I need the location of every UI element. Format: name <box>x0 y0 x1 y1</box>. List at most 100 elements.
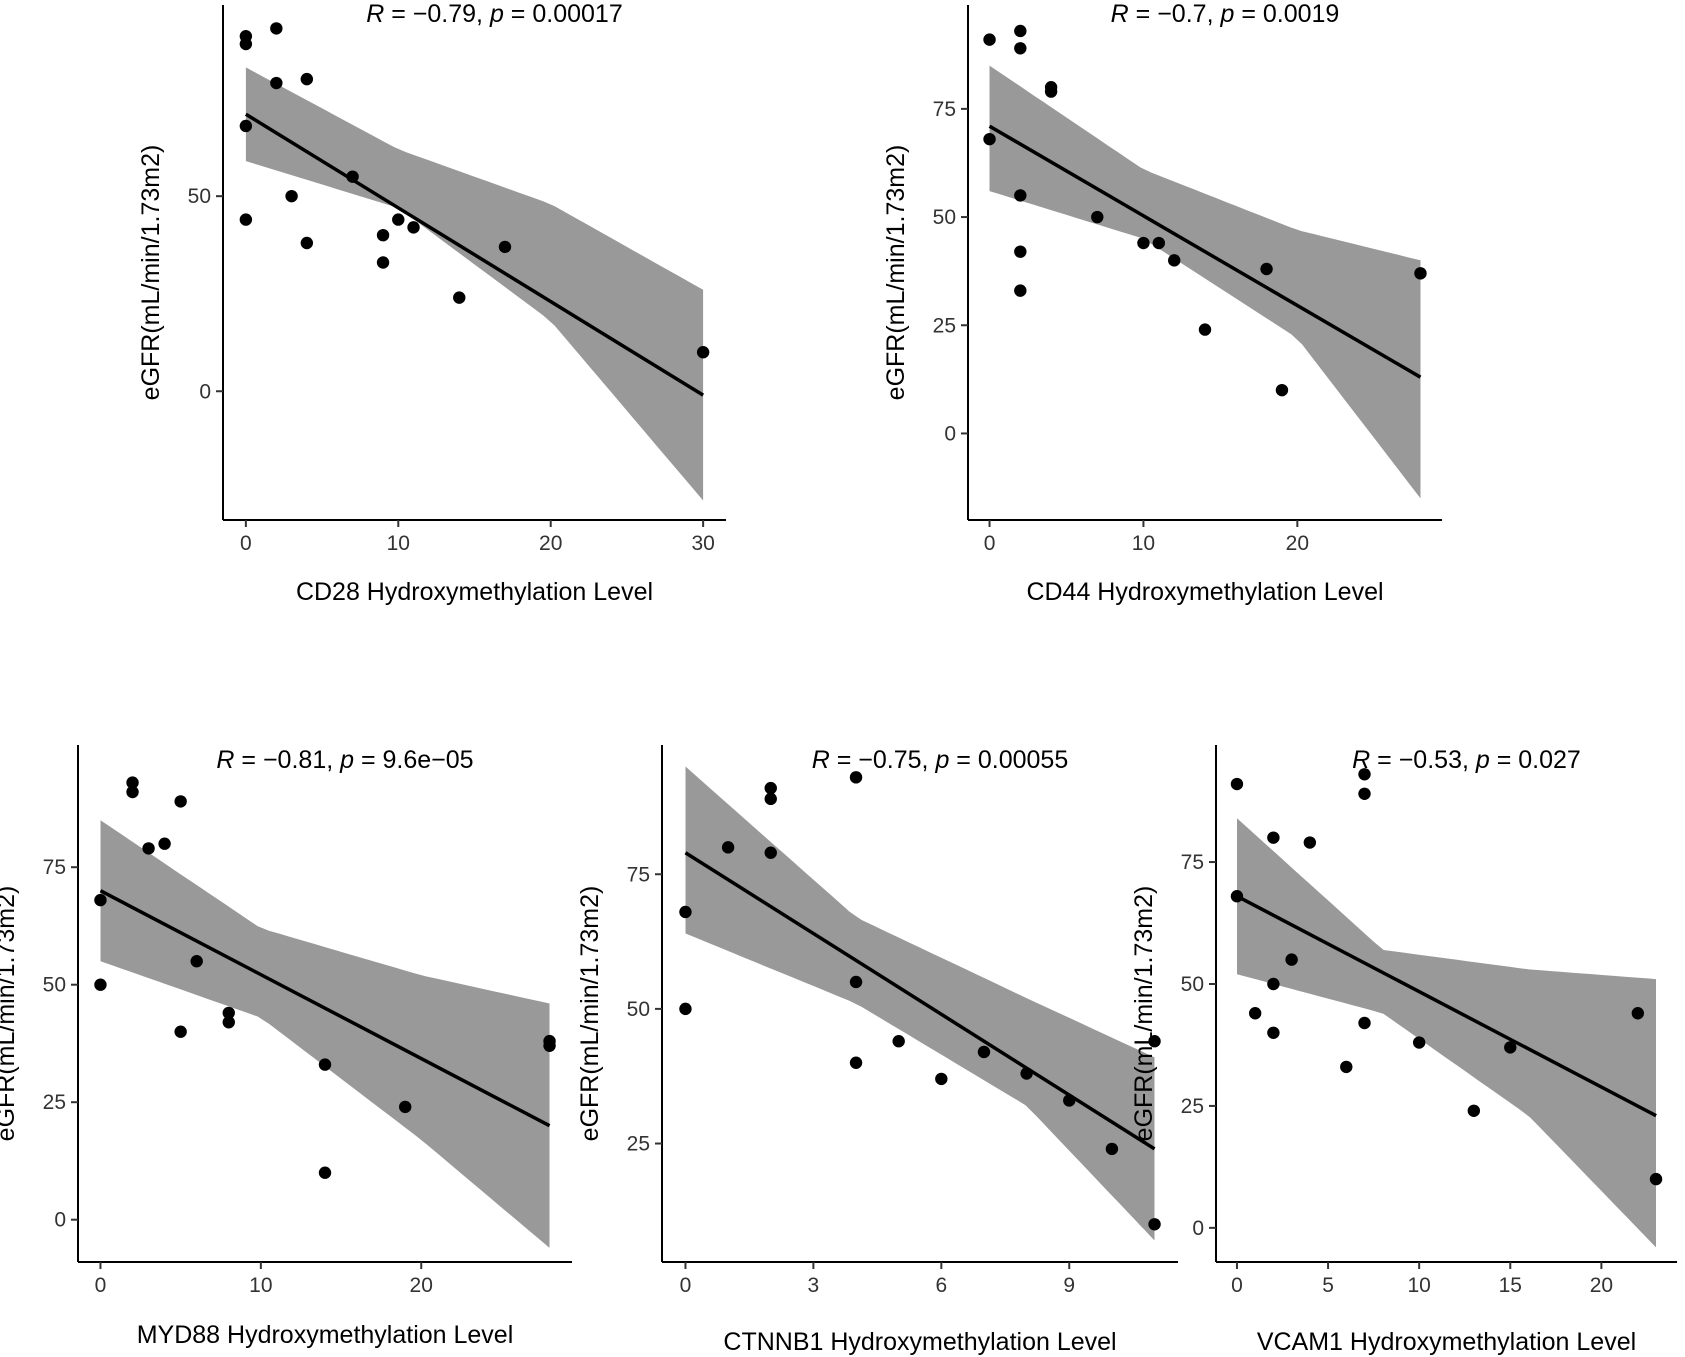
p-symbol: p <box>339 746 354 774</box>
correlation-annotation: R = −0.75, p = 0.00055 <box>812 746 1068 774</box>
x-tick-label: 10 <box>249 1274 272 1297</box>
y-axis-title: eGFR(mL/min/1.73m2) <box>1130 886 1158 1142</box>
x-tick-label: 15 <box>1499 1274 1522 1297</box>
data-point <box>1105 1142 1119 1156</box>
regression-line <box>244 112 705 397</box>
x-axis-title: CD28 Hydroxymethylation Level <box>296 578 653 606</box>
data-point <box>1014 189 1027 202</box>
y-tick-label: 50 <box>627 998 650 1021</box>
r-symbol: R <box>216 746 234 774</box>
data-point <box>1014 284 1027 297</box>
data-point <box>1358 787 1371 800</box>
x-tick-label: 9 <box>1063 1274 1075 1297</box>
data-point <box>721 841 735 854</box>
data-point <box>142 842 155 855</box>
data-point <box>1358 768 1371 781</box>
p-symbol: p <box>489 0 504 28</box>
data-point <box>392 213 405 226</box>
x-tick-label: 6 <box>935 1274 947 1297</box>
data-point <box>696 346 710 359</box>
y-tick-label: 50 <box>43 974 66 997</box>
data-point <box>239 213 253 226</box>
data-point <box>1267 831 1280 844</box>
scatter-panel-4: 0 3 6 9 25 50 75 CTNNB1 Hydroxymethylation Leve… <box>576 745 1178 1356</box>
correlation-annotation: R = −0.53, p = 0.027 <box>1352 746 1581 774</box>
y-axis-title: eGFR(mL/min/1.73m2) <box>137 145 165 401</box>
x-tick-label: 10 <box>1132 532 1155 555</box>
data-point <box>407 221 420 234</box>
r-symbol: R <box>1111 0 1129 28</box>
y-tick-label: 0 <box>1192 1217 1204 1240</box>
data-point <box>543 1039 556 1053</box>
y-tick-label: 50 <box>1181 973 1204 996</box>
data-point <box>1014 42 1027 55</box>
data-point <box>222 1016 235 1029</box>
data-point <box>849 771 863 784</box>
data-point <box>1303 836 1317 849</box>
x-tick-label: 0 <box>240 532 252 555</box>
x-tick-label: 20 <box>1590 1274 1613 1297</box>
data-point <box>1467 1104 1481 1118</box>
y-tick-label: 50 <box>933 206 956 229</box>
data-point <box>1014 24 1027 38</box>
data-point <box>376 228 390 242</box>
data-point <box>318 1058 332 1071</box>
y-tick-label: 25 <box>43 1091 66 1114</box>
data-point <box>174 1025 187 1038</box>
r-symbol: R <box>1352 746 1370 774</box>
data-point <box>174 795 187 808</box>
data-point <box>158 837 171 850</box>
data-point <box>1267 977 1280 991</box>
x-tick-label: 20 <box>539 532 562 555</box>
data-point <box>346 170 359 183</box>
y-tick-label: 75 <box>43 856 66 879</box>
x-tick-label: 20 <box>1286 532 1309 555</box>
x-tick-label: 0 <box>680 1274 692 1297</box>
x-tick-label: 10 <box>387 532 410 555</box>
correlation-annotation: R = −0.7, p = 0.0019 <box>1111 0 1340 28</box>
r-value: = −0.79, <box>384 0 490 28</box>
correlation-annotation: R = −0.79, p = 0.00017 <box>366 0 622 28</box>
data-point <box>398 1100 412 1114</box>
data-point <box>764 792 777 806</box>
data-point <box>1091 210 1104 224</box>
data-point <box>300 236 314 250</box>
data-point <box>1020 1067 1033 1080</box>
data-point <box>1230 777 1244 791</box>
regression-line <box>684 851 1156 1151</box>
data-point <box>977 1045 991 1059</box>
y-tick-label: 50 <box>188 185 211 208</box>
x-tick-label: 0 <box>1231 1274 1243 1297</box>
y-axis-title: eGFR(mL/min/1.73m2) <box>882 145 910 401</box>
data-point <box>1412 1036 1426 1049</box>
data-point <box>849 1056 863 1069</box>
data-point <box>764 781 777 795</box>
data-point <box>1063 1094 1076 1107</box>
data-point <box>983 132 996 146</box>
r-value: = −0.7, <box>1129 0 1221 28</box>
p-symbol: p <box>934 746 949 774</box>
data-point <box>300 72 314 86</box>
regression-line <box>1236 894 1657 1118</box>
x-tick-label: 0 <box>95 1274 107 1297</box>
r-value: = −0.75, <box>830 746 936 774</box>
data-point <box>1267 1026 1280 1039</box>
data-point <box>1358 1016 1371 1030</box>
x-axis-title: CTNNB1 Hydroxymethylation Level <box>723 1328 1116 1356</box>
x-tick-label: 0 <box>984 532 996 555</box>
data-point <box>1148 1218 1161 1231</box>
data-point <box>270 22 283 35</box>
scatter-panel-3: 0 10 20 0 25 50 75 MYD88 Hydroxymethylation Lev… <box>0 745 572 1349</box>
data-point <box>1414 267 1427 280</box>
y-tick-label: 75 <box>627 863 650 886</box>
x-tick-label: 3 <box>808 1274 820 1297</box>
y-tick-label: 25 <box>627 1133 650 1156</box>
data-point <box>126 776 139 789</box>
data-point <box>126 785 139 799</box>
data-point <box>1198 323 1212 336</box>
regression-line <box>988 124 1422 379</box>
data-point <box>285 189 298 203</box>
scatter-panel-5: 0 5 10 15 20 0 25 50 75 VCAM1 Hydroxymethylation … <box>1130 745 1677 1356</box>
confidence-band <box>989 65 1421 499</box>
